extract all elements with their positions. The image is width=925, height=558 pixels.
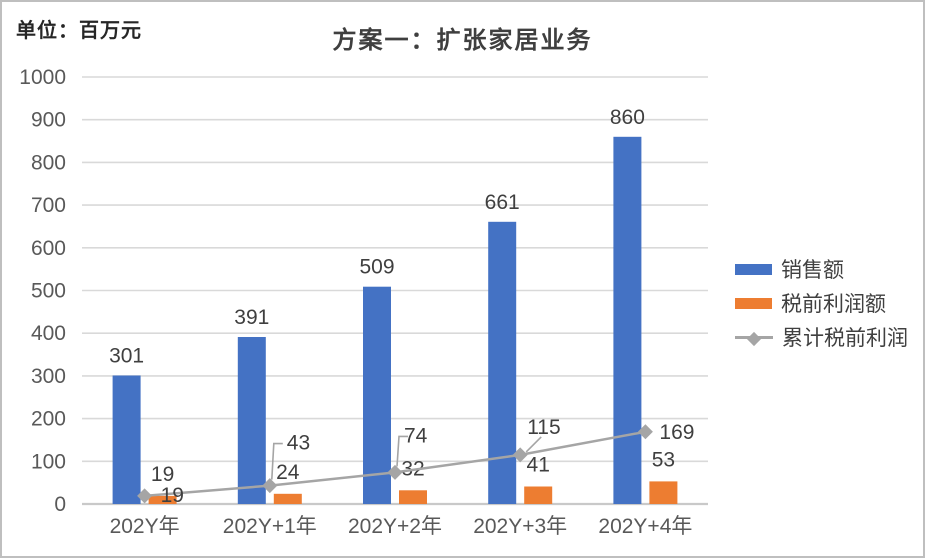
legend-item-pretax-profit: 税前利润额	[735, 291, 908, 316]
legend-item-sales: 销售额	[735, 257, 908, 282]
legend-label-cumulative-profit: 累计税前利润	[782, 327, 908, 350]
y-axis-labels: 0 100 200 300 400 500 600 700 800 900 1000	[19, 66, 66, 516]
svg-text:661: 661	[485, 191, 520, 214]
diamond-marker-icon	[746, 331, 762, 346]
x-axis-labels: 202Y年 202Y+1年 202Y+2年 202Y+3年 202Y+4年	[110, 515, 693, 538]
svg-text:600: 600	[31, 237, 66, 260]
svg-text:200: 200	[31, 408, 66, 431]
svg-text:202Y+4年: 202Y+4年	[598, 515, 692, 538]
svg-text:860: 860	[610, 106, 645, 129]
legend-item-cumulative-profit: 累计税前利润	[735, 325, 908, 350]
legend-label-pretax-profit: 税前利润额	[781, 293, 886, 316]
gridlines	[82, 76, 708, 506]
svg-text:19: 19	[161, 484, 184, 507]
svg-text:202Y+2年: 202Y+2年	[348, 515, 442, 538]
svg-text:24: 24	[276, 461, 300, 484]
svg-text:43: 43	[287, 432, 310, 455]
unit-label: 单位：百万元	[16, 20, 142, 42]
svg-text:19: 19	[151, 463, 174, 486]
svg-text:900: 900	[31, 109, 66, 132]
svg-text:500: 500	[31, 280, 66, 303]
chart-title: 方案一：扩张家居业务	[332, 28, 593, 54]
bar-series-0	[112, 136, 642, 505]
svg-text:115: 115	[527, 416, 560, 439]
svg-text:202Y年: 202Y年	[110, 515, 180, 538]
bar-labels-1: 19 24 32 41 53	[151, 448, 675, 486]
svg-text:202Y+3年: 202Y+3年	[473, 515, 567, 538]
bar-series-1	[148, 481, 678, 504]
svg-text:800: 800	[31, 151, 66, 174]
svg-text:391: 391	[234, 306, 269, 329]
svg-text:300: 300	[31, 365, 66, 388]
line-labels: 19 43 74 115 169	[161, 416, 695, 507]
legend-swatch-sales	[735, 263, 772, 275]
line-series: 19 43 74 115 169	[137, 416, 694, 507]
legend-swatch-cumulative-line	[735, 331, 773, 346]
svg-text:41: 41	[527, 454, 550, 477]
legend-swatch-pretax-profit	[735, 297, 772, 309]
svg-text:301: 301	[109, 345, 144, 368]
svg-text:74: 74	[404, 424, 428, 447]
svg-text:700: 700	[31, 194, 66, 217]
bar-labels-0: 301 391 509 661 860	[109, 106, 645, 368]
svg-text:100: 100	[31, 450, 66, 473]
svg-text:0: 0	[54, 493, 66, 516]
svg-text:509: 509	[359, 256, 394, 279]
legend-label-sales: 销售额	[781, 259, 844, 282]
svg-text:400: 400	[31, 322, 66, 345]
svg-text:169: 169	[659, 421, 694, 444]
svg-text:1000: 1000	[19, 66, 66, 89]
svg-text:53: 53	[652, 448, 675, 471]
legend: 销售额 税前利润额 累计税前利润	[735, 257, 908, 359]
line-markers	[137, 424, 653, 504]
svg-text:202Y+1年: 202Y+1年	[223, 515, 317, 538]
